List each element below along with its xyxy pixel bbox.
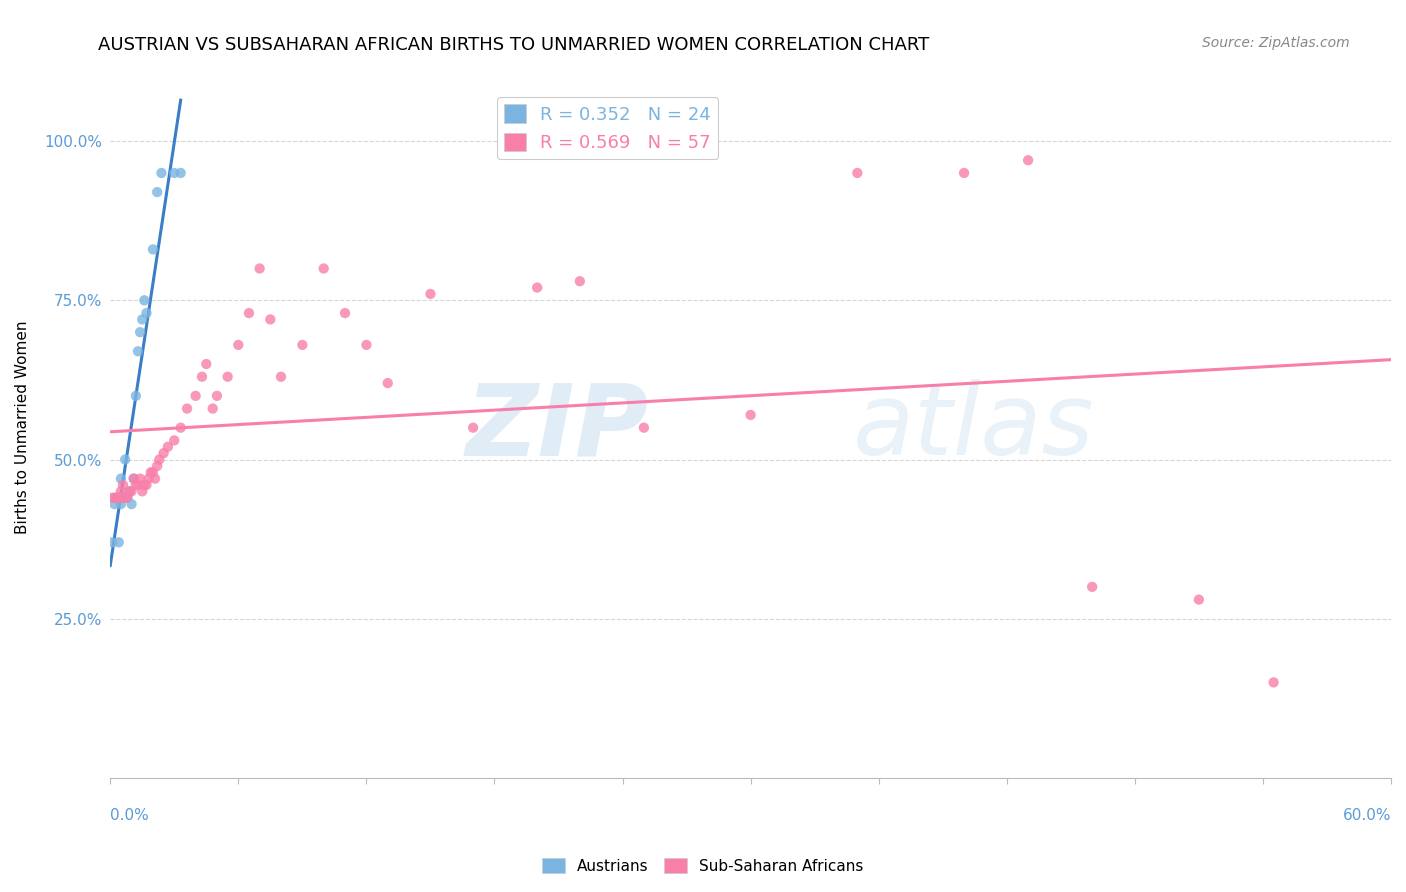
Point (249, 261, 271, 276)
Point (1188, 592, 1211, 607)
Point (110, 491, 132, 505)
Point (101, 535, 124, 549)
Point (226, 338, 249, 352)
Point (122, 472, 145, 486)
Point (526, 280, 548, 294)
Point (846, 166, 869, 180)
Point (107, 535, 129, 549)
Point (114, 452, 136, 467)
Point (107, 491, 129, 505)
Point (270, 369, 292, 384)
Y-axis label: Births to Unmarried Women: Births to Unmarried Women (15, 321, 30, 534)
Point (121, 484, 143, 499)
Point (135, 478, 157, 492)
Point (142, 243, 165, 257)
Point (117, 491, 139, 505)
Text: ZIP: ZIP (465, 379, 648, 476)
Point (127, 344, 149, 359)
Point (138, 472, 160, 486)
Point (135, 306, 157, 320)
Point (169, 166, 191, 180)
Text: 60.0%: 60.0% (1343, 808, 1391, 823)
Point (134, 478, 156, 492)
Point (184, 389, 207, 403)
Point (110, 497, 132, 511)
Text: Source: ZipAtlas.com: Source: ZipAtlas.com (1202, 36, 1350, 50)
Point (125, 389, 148, 403)
Point (1263, 675, 1285, 690)
Point (356, 338, 378, 352)
Point (156, 440, 179, 454)
Point (238, 306, 260, 320)
Point (118, 484, 141, 499)
Point (148, 452, 170, 467)
Legend: Austrians, Sub-Saharan Africans: Austrians, Sub-Saharan Africans (536, 852, 870, 880)
Point (139, 465, 162, 479)
Point (110, 472, 132, 486)
Point (112, 491, 135, 505)
Point (163, 166, 186, 180)
Point (107, 491, 129, 505)
Point (105, 491, 128, 505)
Point (131, 484, 153, 499)
Point (112, 478, 135, 492)
Point (217, 369, 239, 384)
Point (169, 420, 191, 434)
Point (134, 293, 156, 308)
Point (117, 491, 139, 505)
Point (101, 491, 124, 505)
Point (122, 472, 145, 486)
Point (176, 401, 198, 416)
Point (291, 338, 314, 352)
Point (201, 401, 224, 416)
Point (333, 306, 356, 320)
Point (143, 472, 166, 486)
Point (121, 497, 143, 511)
Text: atlas: atlas (853, 379, 1095, 476)
Point (146, 458, 169, 473)
Point (103, 497, 125, 511)
Point (131, 312, 153, 326)
Text: AUSTRIAN VS SUBSAHARAN AFRICAN BIRTHS TO UNMARRIED WOMEN CORRELATION CHART: AUSTRIAN VS SUBSAHARAN AFRICAN BIRTHS TO… (98, 36, 929, 54)
Point (142, 465, 165, 479)
Point (568, 274, 591, 288)
Point (1081, 580, 1104, 594)
Point (195, 357, 218, 371)
Point (163, 434, 186, 448)
Point (461, 420, 484, 434)
Point (150, 166, 173, 180)
Legend: R = 0.352   N = 24, R = 0.569   N = 57: R = 0.352 N = 24, R = 0.569 N = 57 (498, 97, 718, 159)
Point (205, 389, 228, 403)
Point (633, 420, 655, 434)
Point (146, 185, 169, 199)
Point (129, 472, 152, 486)
Point (259, 312, 281, 326)
Point (740, 408, 762, 422)
Point (377, 376, 399, 390)
Point (191, 369, 214, 384)
Point (110, 484, 132, 499)
Point (1017, 153, 1039, 168)
Point (103, 491, 125, 505)
Point (125, 478, 148, 492)
Point (105, 491, 128, 505)
Point (312, 261, 335, 276)
Point (114, 491, 136, 505)
Point (419, 287, 441, 301)
Point (953, 166, 976, 180)
Text: 0.0%: 0.0% (110, 808, 149, 823)
Point (118, 484, 141, 499)
Point (152, 446, 174, 460)
Point (129, 325, 152, 339)
Point (127, 478, 149, 492)
